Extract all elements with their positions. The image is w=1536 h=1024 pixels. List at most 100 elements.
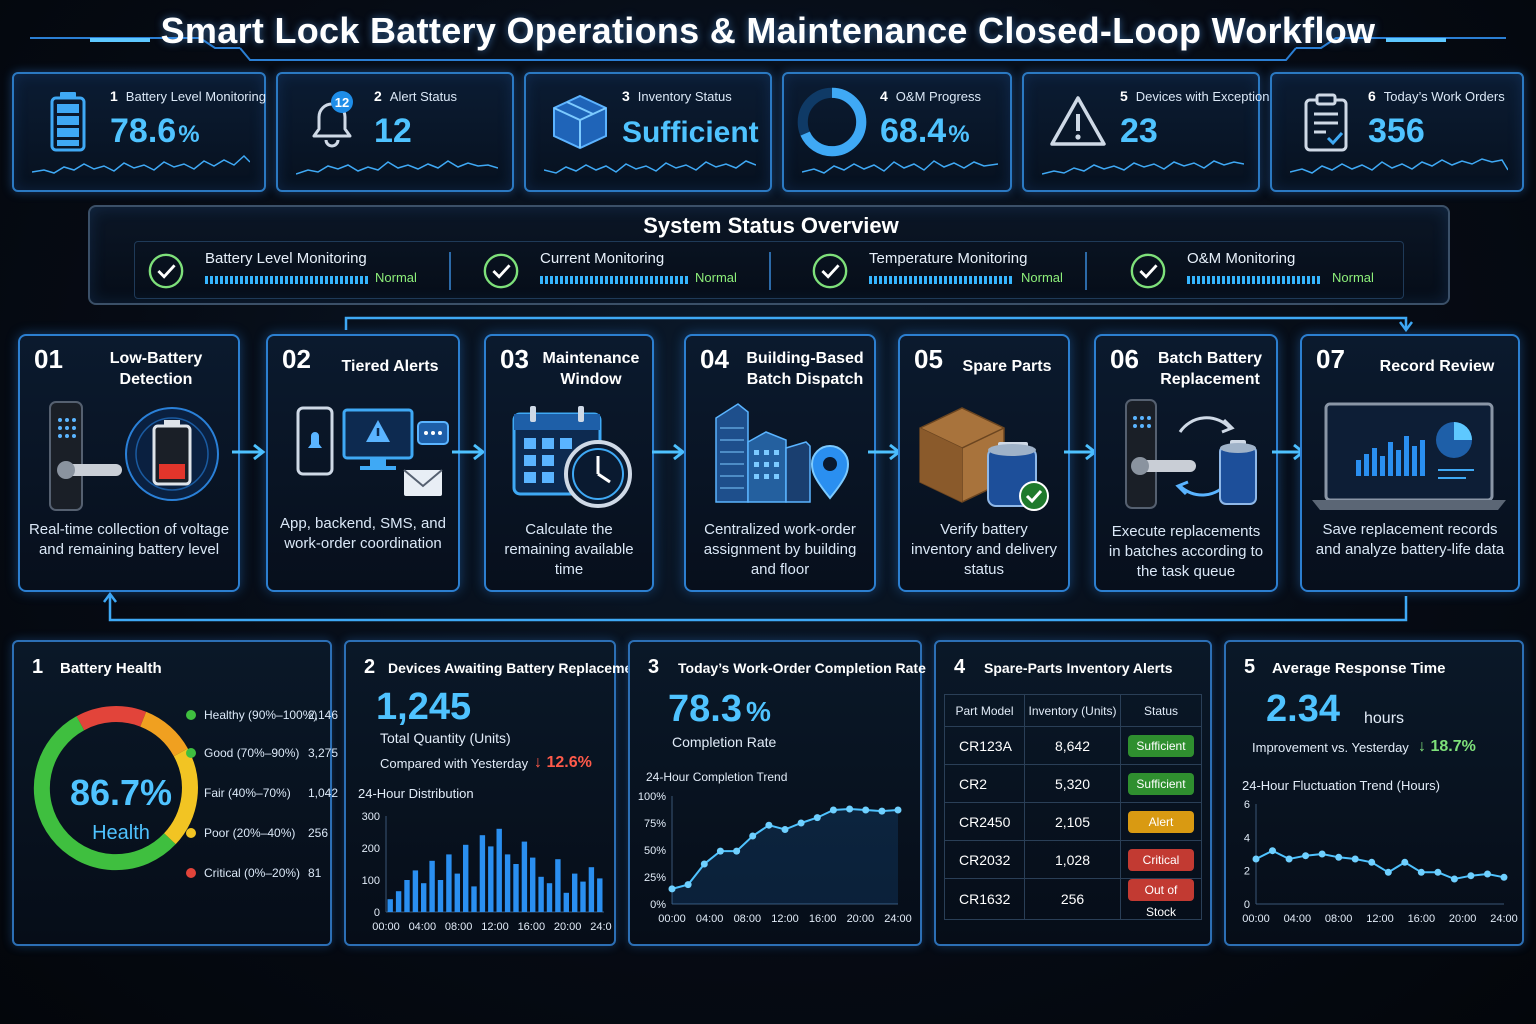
status-value: Normal — [1021, 270, 1063, 285]
arrow-right-icon — [652, 443, 686, 461]
step-description: Calculate the remaining available time — [504, 521, 634, 578]
system-status-panel: System Status Overview Battery Level Mon… — [88, 205, 1450, 305]
status-name: Temperature Monitoring — [869, 250, 1028, 267]
part-quantity: 1,028 — [1024, 840, 1121, 879]
step-number: 02 — [282, 344, 311, 374]
line-point — [1252, 855, 1260, 863]
status-badge: Critical — [1128, 848, 1194, 871]
kpi-alert-status[interactable]: 12 2 Alert Status 12 — [276, 72, 514, 192]
status-battery-monitoring[interactable]: Battery Level Monitoring Normal — [135, 242, 445, 300]
legend-item: Poor (20%–40%) 256 — [186, 826, 328, 840]
kpi-label: Inventory Status — [637, 89, 732, 104]
status-current-monitoring[interactable]: Current Monitoring Normal — [470, 242, 770, 300]
panel-title: Spare-Parts Inventory Alerts — [984, 660, 1173, 676]
bar — [546, 883, 553, 912]
page-title: Smart Lock Battery Operations & Maintena… — [160, 10, 1376, 51]
sparkline — [1042, 160, 1244, 175]
system-status-title: System Status Overview — [643, 213, 899, 238]
status-bar — [205, 276, 370, 284]
response-unit: hours — [1364, 710, 1405, 727]
line-point — [1335, 853, 1343, 861]
part-model: CR2450 — [944, 802, 1025, 841]
kpi-om-progress[interactable]: 4 O&M Progress 68.4% — [782, 72, 1012, 192]
sparkline — [544, 160, 756, 174]
step-tiered-alerts[interactable]: 02 Tiered Alerts App, backend, SMS, and … — [266, 334, 460, 592]
y-tick-label: 100 — [362, 875, 380, 887]
x-tick-label: 12:00 — [1366, 913, 1394, 925]
donut-segment — [33, 716, 176, 871]
status-bar — [540, 276, 690, 284]
completion-value: 78.3% — [668, 688, 771, 730]
y-tick-label: 75% — [644, 818, 666, 830]
part-quantity: 8,642 — [1024, 726, 1121, 765]
x-tick-label: 04:00 — [1284, 913, 1312, 925]
kpi-battery-level[interactable]: 1 Battery Level Monitoring 78.6% — [12, 72, 266, 192]
progress-ring-icon — [797, 87, 867, 157]
x-tick-label: 08:00 — [1325, 913, 1353, 925]
arrow-right-icon — [452, 443, 486, 461]
legend-label: Healthy (90%–100%) — [204, 708, 318, 722]
line-point — [684, 881, 692, 889]
health-donut-chart — [33, 706, 198, 871]
kpi-label: Devices with Exceptions — [1135, 89, 1276, 104]
line-point — [1500, 873, 1508, 881]
x-tick-label: 08:00 — [445, 921, 473, 933]
warning-icon — [1050, 96, 1106, 146]
kpi-exceptions[interactable]: 5 Devices with Exceptions 23 — [1022, 72, 1276, 192]
status-badge: Out of Stock — [1128, 879, 1194, 919]
bar — [446, 854, 452, 912]
bar — [395, 891, 402, 912]
response-value: 2.34 — [1266, 688, 1340, 730]
status-name: Current Monitoring — [540, 250, 665, 267]
step-low-battery-detection[interactable]: 01 Low-Battery Detection Real-time colle… — [18, 334, 240, 592]
step-spare-parts[interactable]: 05 Spare Parts Verify battery inventory … — [898, 334, 1070, 592]
bar — [513, 864, 519, 912]
part-quantity: 256 — [1024, 878, 1121, 920]
bar — [471, 886, 477, 912]
panel-battery-health: 1 Battery Health 86.7% Health Healthy (9… — [12, 640, 338, 946]
step-title: Low-Battery Detection — [109, 350, 203, 388]
panel-title: Today’s Work-Order Completion Rate — [678, 660, 926, 676]
step-maintenance-window[interactable]: 03 Maintenance Window Calculate the rema… — [484, 334, 654, 592]
status-badge: Alert — [1128, 810, 1194, 833]
line-point — [1318, 850, 1326, 858]
bar — [572, 873, 578, 912]
x-tick-label: 20:00 — [1449, 913, 1477, 925]
check-circle-icon — [148, 253, 184, 289]
step-title: Batch Battery Replacement — [1157, 350, 1263, 388]
status-om-monitoring[interactable]: O&M Monitoring Normal — [1117, 242, 1405, 300]
chart-title: 24-Hour Completion Trend — [646, 770, 788, 784]
step-building-batch-dispatch[interactable]: 04 Building-Based Batch Dispatch Central… — [684, 334, 876, 592]
kpi-number: 2 — [374, 88, 382, 104]
legend-item: Good (70%–90%) 3,275 — [186, 746, 338, 760]
step-title: Record Review — [1379, 358, 1495, 375]
x-tick-label: 04:00 — [696, 913, 724, 925]
arrow-right-icon — [232, 443, 266, 461]
panel-number: 3 — [648, 656, 660, 678]
x-tick-label: 24:00 — [884, 913, 912, 925]
alert-badge: 12 — [335, 95, 349, 110]
legend-dot — [186, 710, 196, 720]
kpi-work-orders[interactable]: 6 Today’s Work Orders 356 — [1270, 72, 1524, 192]
bar — [479, 835, 486, 912]
status-temperature-monitoring[interactable]: Temperature Monitoring Normal — [799, 242, 1099, 300]
x-tick-label: 24:00 — [1490, 913, 1518, 925]
table-header-row: Part Model Inventory (Units) Status — [944, 694, 1202, 727]
step-number: 04 — [700, 344, 729, 374]
step-record-review[interactable]: 07 Record Review Save replacement record… — [1300, 334, 1520, 592]
kpi-inventory-status[interactable]: 3 Inventory Status Sufficient — [524, 72, 772, 192]
table-row: CR1632 256 Out of Stock — [944, 878, 1202, 920]
bar — [412, 870, 419, 912]
bar — [555, 859, 561, 912]
x-tick-label: 20:00 — [847, 913, 875, 925]
kpi-value: 23 — [1120, 112, 1158, 150]
panel-devices-awaiting: 2 Devices Awaiting Battery Replacement 1… — [344, 640, 646, 946]
line-point — [716, 847, 724, 855]
legend-dot — [186, 868, 196, 878]
legend-item: Fair (40%–70%) 1,042 — [186, 786, 338, 800]
divider — [449, 252, 451, 290]
panel-number: 2 — [364, 656, 376, 678]
box-icon — [553, 94, 607, 150]
x-tick-label: 16:00 — [1408, 913, 1436, 925]
step-batch-battery-replacement[interactable]: 06 Batch Battery Replacement Execute rep… — [1094, 334, 1278, 592]
